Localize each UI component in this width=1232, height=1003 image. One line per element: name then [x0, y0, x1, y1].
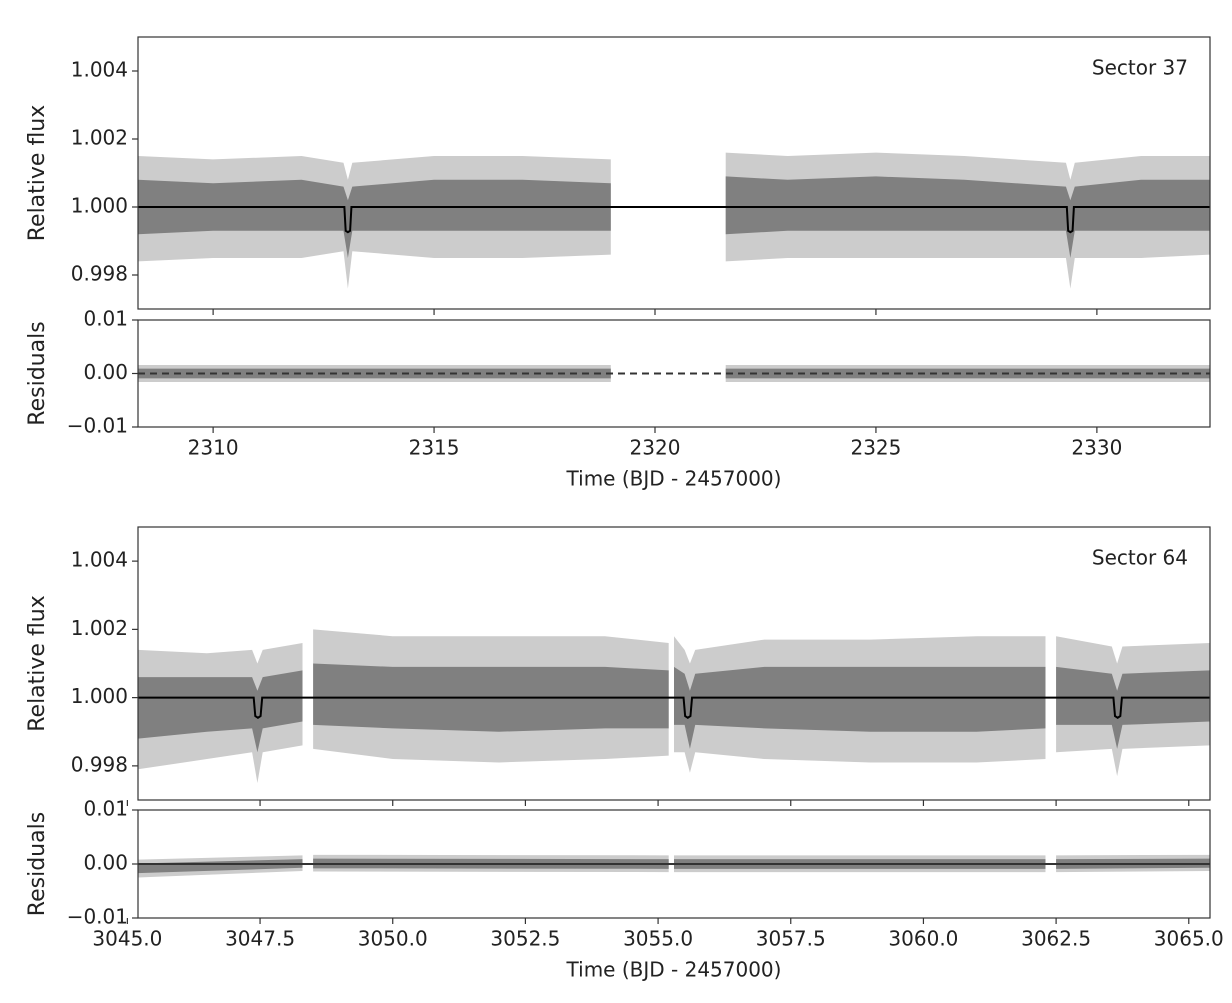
y-axis-label: Residuals	[25, 321, 50, 425]
axes-frame	[137, 526, 1211, 801]
y-tick-label: 1.000	[71, 684, 128, 708]
x-tick-label: 2325	[850, 436, 901, 460]
x-tick-label: 3055.0	[623, 927, 693, 951]
x-tick-label: 2330	[1071, 436, 1122, 460]
x-tick-label: 3060.0	[888, 927, 958, 951]
x-tick-label: 3062.5	[1021, 927, 1091, 951]
x-tick-label: 2315	[409, 436, 460, 460]
plot-area	[138, 364, 1210, 383]
y-tick-label: 0.00	[83, 851, 128, 875]
sector-label: Sector 64	[1092, 546, 1188, 570]
x-tick-label: 3047.5	[225, 927, 295, 951]
x-tick-label: 3052.5	[490, 927, 560, 951]
y-tick-label: 1.000	[71, 194, 128, 218]
model-line	[138, 206, 1210, 234]
y-tick-label: 0.998	[71, 262, 128, 286]
data-band	[138, 368, 1210, 379]
x-axis-label: Time (BJD - 2457000)	[566, 467, 782, 491]
y-tick-label: −0.01	[67, 905, 128, 929]
plot-area	[138, 152, 1210, 289]
plot-area	[138, 629, 1210, 783]
sector-label: Sector 37	[1092, 56, 1188, 80]
x-tick-label: 2310	[188, 436, 239, 460]
x-tick-label: 3045.0	[92, 927, 162, 951]
y-tick-label: 0.00	[83, 360, 128, 384]
y-tick-label: 1.004	[71, 548, 128, 572]
model-line	[138, 696, 1210, 719]
plot-area	[138, 854, 1210, 878]
y-tick-label: −0.01	[67, 414, 128, 438]
y-tick-label: 1.002	[71, 616, 128, 640]
y-tick-label: 0.01	[83, 307, 128, 331]
y-axis-label: Residuals	[25, 812, 50, 916]
y-tick-label: 0.998	[71, 752, 128, 776]
y-axis-label: Relative flux	[25, 595, 50, 732]
y-tick-label: 0.01	[83, 797, 128, 821]
y-tick-label: 1.004	[71, 58, 128, 82]
x-axis-label: Time (BJD - 2457000)	[566, 958, 782, 982]
axes-frame	[137, 36, 1211, 310]
y-axis-label: Relative flux	[25, 105, 50, 242]
x-tick-label: 3050.0	[358, 927, 428, 951]
data-band	[138, 176, 1210, 258]
x-tick-label: 2320	[630, 436, 681, 460]
x-tick-label: 3057.5	[756, 927, 826, 951]
data-band	[138, 663, 1210, 753]
y-tick-label: 1.002	[71, 126, 128, 150]
x-tick-label: 3065.0	[1154, 927, 1224, 951]
data-band	[138, 858, 1210, 874]
